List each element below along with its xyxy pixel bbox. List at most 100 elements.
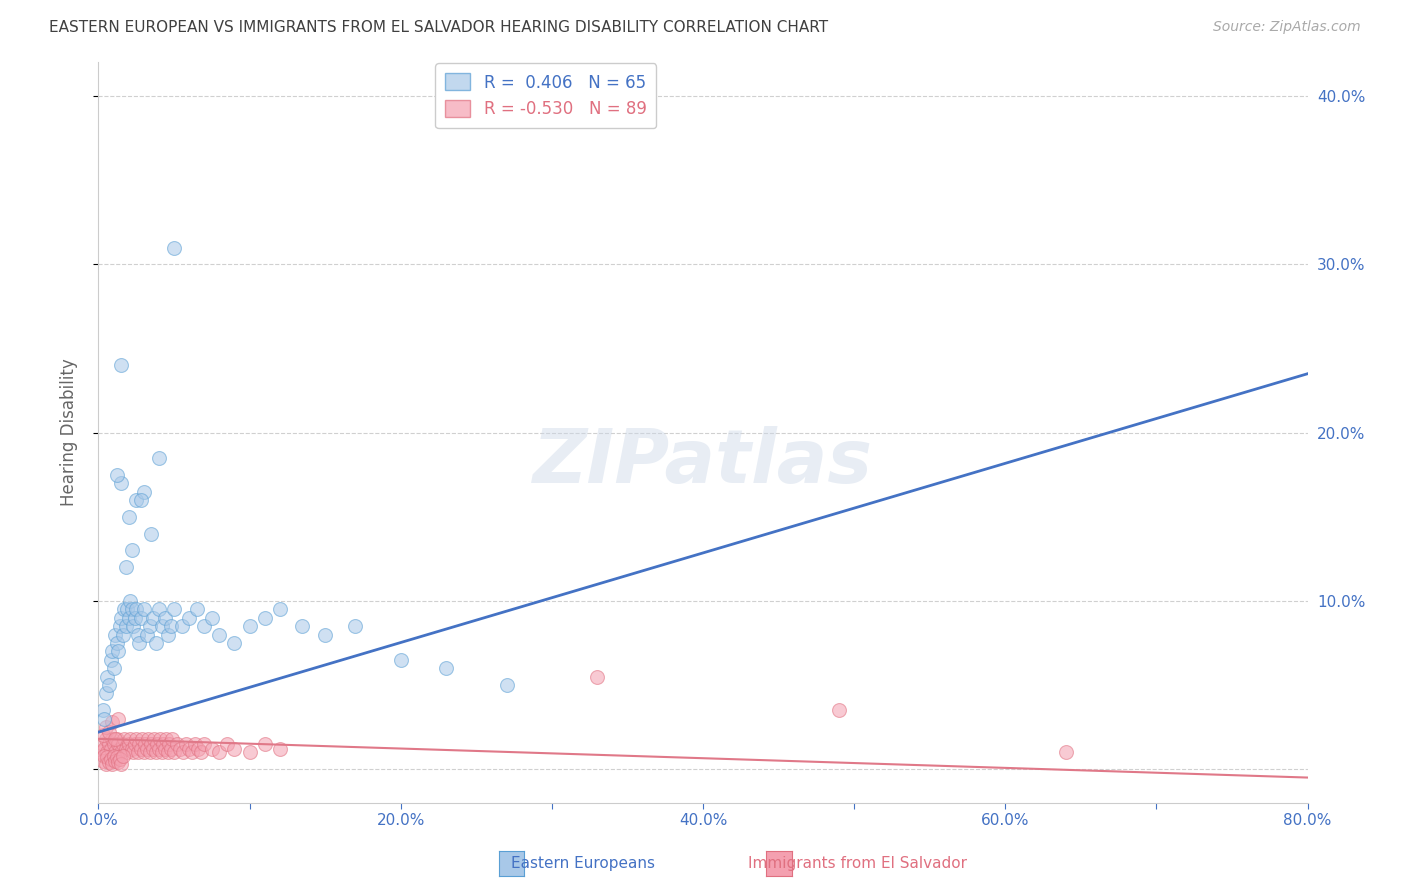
Point xyxy=(145,745,167,759)
Point xyxy=(111,627,134,641)
Point xyxy=(135,742,157,756)
Point xyxy=(118,509,141,524)
Point xyxy=(190,745,212,759)
Point xyxy=(269,742,291,756)
Point xyxy=(142,611,165,625)
Point xyxy=(101,731,124,746)
Point xyxy=(149,731,172,746)
Point xyxy=(131,731,153,746)
Point xyxy=(110,611,132,625)
Point xyxy=(155,731,177,746)
Point xyxy=(156,745,179,759)
Point xyxy=(125,731,148,746)
Point xyxy=(163,602,186,616)
Point xyxy=(239,745,262,759)
Point xyxy=(107,737,129,751)
Point xyxy=(139,619,162,633)
Point xyxy=(121,602,143,616)
Point xyxy=(104,627,127,641)
Text: ZIPatlas: ZIPatlas xyxy=(533,425,873,499)
Point xyxy=(110,476,132,491)
Point xyxy=(172,745,194,759)
Point xyxy=(101,757,124,772)
Point xyxy=(162,731,184,746)
Y-axis label: Hearing Disability: Hearing Disability xyxy=(59,359,77,507)
Point xyxy=(103,737,125,751)
Point xyxy=(163,241,186,255)
Legend: R =  0.406   N = 65, R = -0.530   N = 89: R = 0.406 N = 65, R = -0.530 N = 89 xyxy=(436,63,657,128)
Point xyxy=(103,748,125,763)
Point xyxy=(103,661,125,675)
Text: Source: ZipAtlas.com: Source: ZipAtlas.com xyxy=(1213,20,1361,34)
Point xyxy=(135,627,157,641)
Point xyxy=(107,644,129,658)
Point xyxy=(118,611,141,625)
Point xyxy=(136,731,159,746)
Point xyxy=(122,619,145,633)
Point xyxy=(125,602,148,616)
Point xyxy=(93,712,115,726)
Point xyxy=(184,737,207,751)
Point xyxy=(163,745,186,759)
Point xyxy=(208,627,231,641)
Point xyxy=(121,543,143,558)
Point xyxy=(107,756,129,770)
Point xyxy=(129,611,152,625)
Point xyxy=(269,602,291,616)
Point xyxy=(160,742,183,756)
Point xyxy=(115,602,138,616)
Point xyxy=(105,731,128,746)
Point xyxy=(224,742,246,756)
Point xyxy=(94,720,117,734)
Point xyxy=(1054,745,1077,759)
Point xyxy=(159,737,181,751)
Text: EASTERN EUROPEAN VS IMMIGRANTS FROM EL SALVADOR HEARING DISABILITY CORRELATION C: EASTERN EUROPEAN VS IMMIGRANTS FROM EL S… xyxy=(49,20,828,35)
Point xyxy=(108,619,131,633)
Point xyxy=(129,742,152,756)
Point xyxy=(156,627,179,641)
Point xyxy=(110,757,132,772)
Point xyxy=(148,602,170,616)
Point xyxy=(186,602,208,616)
Point xyxy=(434,661,457,675)
Point xyxy=(118,737,141,751)
Point xyxy=(105,636,128,650)
Point xyxy=(115,745,138,759)
Point xyxy=(96,750,118,764)
Point xyxy=(132,484,155,499)
Point xyxy=(101,714,124,729)
Point xyxy=(124,737,146,751)
Point xyxy=(828,703,851,717)
Point xyxy=(150,619,173,633)
Point xyxy=(114,619,136,633)
Point xyxy=(152,737,174,751)
Point xyxy=(142,742,165,756)
Point xyxy=(94,686,117,700)
Point xyxy=(291,619,314,633)
Point xyxy=(224,636,246,650)
Point xyxy=(129,492,152,507)
Point xyxy=(96,670,118,684)
Point xyxy=(120,731,142,746)
Point xyxy=(208,745,231,759)
Point xyxy=(120,594,142,608)
Point xyxy=(127,745,149,759)
Point xyxy=(141,526,163,541)
Point xyxy=(160,619,183,633)
Point xyxy=(239,619,262,633)
Point xyxy=(170,619,193,633)
Point xyxy=(121,742,143,756)
Point xyxy=(108,752,131,766)
Point xyxy=(153,611,176,625)
Point xyxy=(495,678,517,692)
Point xyxy=(111,748,134,763)
Point xyxy=(125,492,148,507)
Point xyxy=(101,644,124,658)
Point xyxy=(148,742,170,756)
Point xyxy=(344,619,367,633)
Point xyxy=(114,742,136,756)
Point xyxy=(91,754,114,768)
Point xyxy=(253,611,276,625)
Point xyxy=(253,737,276,751)
Point xyxy=(105,750,128,764)
